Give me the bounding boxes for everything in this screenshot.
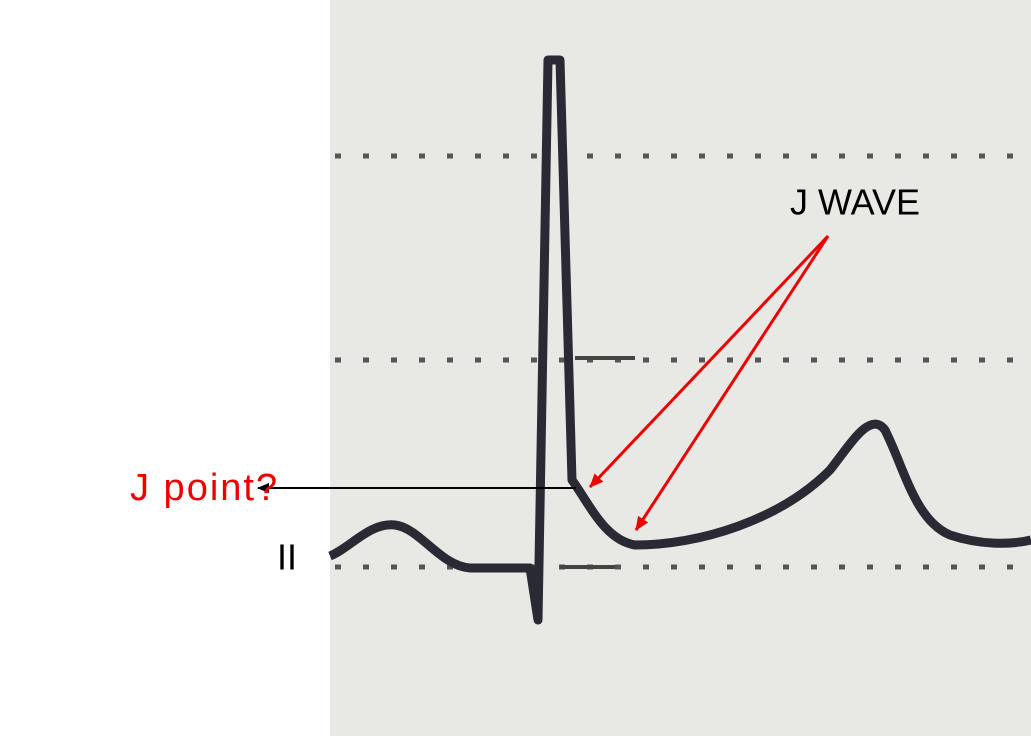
j-wave-label: J WAVE xyxy=(790,182,920,223)
ecg-figure: J WAVE J point? II xyxy=(0,0,1031,736)
lead-label: II xyxy=(277,537,297,578)
j-point-label: J point? xyxy=(130,467,279,509)
page: J WAVE J point? II (() => { const data =… xyxy=(0,0,1031,736)
ecg-paper xyxy=(330,0,1031,736)
